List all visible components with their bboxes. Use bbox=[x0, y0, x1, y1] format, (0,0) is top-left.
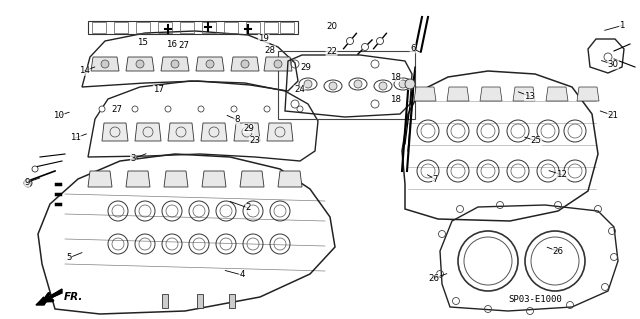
Polygon shape bbox=[513, 87, 535, 101]
Circle shape bbox=[24, 179, 32, 187]
Circle shape bbox=[264, 106, 270, 112]
Bar bbox=[92, 22, 106, 33]
Polygon shape bbox=[264, 57, 292, 71]
Polygon shape bbox=[126, 171, 150, 187]
Polygon shape bbox=[202, 171, 226, 187]
Text: 4: 4 bbox=[239, 271, 244, 279]
Polygon shape bbox=[231, 57, 259, 71]
Polygon shape bbox=[164, 171, 188, 187]
Circle shape bbox=[297, 106, 303, 112]
Polygon shape bbox=[36, 289, 62, 305]
Polygon shape bbox=[577, 87, 599, 101]
Polygon shape bbox=[201, 123, 227, 141]
Circle shape bbox=[171, 60, 179, 68]
Circle shape bbox=[241, 60, 249, 68]
Text: 30: 30 bbox=[607, 60, 619, 69]
Text: 19: 19 bbox=[259, 34, 269, 43]
Polygon shape bbox=[91, 57, 119, 71]
Bar bbox=[224, 22, 238, 33]
Text: 7: 7 bbox=[433, 175, 438, 184]
Polygon shape bbox=[135, 123, 161, 141]
Text: 21: 21 bbox=[607, 111, 619, 120]
Circle shape bbox=[329, 82, 337, 90]
Text: 20: 20 bbox=[326, 22, 337, 31]
Polygon shape bbox=[102, 123, 128, 141]
Bar bbox=[246, 22, 260, 33]
Text: 26: 26 bbox=[552, 247, 564, 256]
Text: 18: 18 bbox=[390, 73, 401, 82]
Text: 23: 23 bbox=[249, 137, 260, 145]
Text: 29: 29 bbox=[243, 124, 253, 133]
Text: 12: 12 bbox=[556, 170, 568, 179]
Text: 18: 18 bbox=[390, 95, 401, 104]
Text: 15: 15 bbox=[136, 38, 148, 47]
Polygon shape bbox=[480, 87, 502, 101]
Circle shape bbox=[405, 79, 415, 89]
Circle shape bbox=[231, 106, 237, 112]
Polygon shape bbox=[278, 171, 302, 187]
Polygon shape bbox=[196, 57, 224, 71]
Text: 27: 27 bbox=[179, 41, 190, 50]
Text: SP03-E1000: SP03-E1000 bbox=[508, 294, 562, 303]
Text: 11: 11 bbox=[70, 133, 81, 142]
Bar bbox=[197, 294, 203, 308]
Text: 25: 25 bbox=[531, 137, 542, 145]
Circle shape bbox=[99, 106, 105, 112]
Circle shape bbox=[206, 60, 214, 68]
Text: 6: 6 bbox=[410, 44, 415, 53]
Polygon shape bbox=[240, 171, 264, 187]
Text: 26: 26 bbox=[428, 274, 440, 283]
Text: 27: 27 bbox=[111, 105, 122, 114]
Text: 8: 8 bbox=[234, 115, 239, 124]
Circle shape bbox=[376, 38, 383, 44]
Text: 9: 9 bbox=[24, 178, 29, 187]
Bar bbox=[158, 22, 172, 33]
Bar bbox=[229, 294, 235, 308]
Text: 13: 13 bbox=[524, 92, 536, 101]
Polygon shape bbox=[126, 57, 154, 71]
Circle shape bbox=[165, 106, 171, 112]
Bar bbox=[162, 294, 168, 308]
Polygon shape bbox=[267, 123, 293, 141]
Circle shape bbox=[132, 106, 138, 112]
Bar bbox=[180, 22, 194, 33]
Circle shape bbox=[101, 60, 109, 68]
Bar bbox=[264, 22, 278, 33]
Polygon shape bbox=[546, 87, 568, 101]
Circle shape bbox=[198, 106, 204, 112]
Polygon shape bbox=[447, 87, 469, 101]
Circle shape bbox=[274, 60, 282, 68]
Text: FR.: FR. bbox=[64, 292, 83, 302]
Circle shape bbox=[354, 80, 362, 88]
Text: 10: 10 bbox=[53, 111, 65, 120]
Text: 22: 22 bbox=[326, 47, 337, 56]
Text: 2: 2 bbox=[246, 204, 251, 212]
Polygon shape bbox=[234, 123, 260, 141]
Circle shape bbox=[379, 82, 387, 90]
Text: 17: 17 bbox=[153, 85, 164, 94]
Text: 14: 14 bbox=[79, 66, 90, 75]
Circle shape bbox=[136, 60, 144, 68]
Circle shape bbox=[32, 166, 38, 172]
Bar bbox=[136, 22, 150, 33]
Circle shape bbox=[346, 38, 353, 44]
Text: 1: 1 bbox=[620, 21, 625, 30]
Text: 24: 24 bbox=[294, 85, 305, 94]
Bar bbox=[202, 22, 216, 33]
Polygon shape bbox=[88, 171, 112, 187]
Polygon shape bbox=[168, 123, 194, 141]
Text: 29: 29 bbox=[301, 63, 311, 72]
Polygon shape bbox=[161, 57, 189, 71]
Text: 16: 16 bbox=[166, 40, 177, 48]
Circle shape bbox=[304, 80, 312, 88]
Text: 3: 3 bbox=[131, 154, 136, 163]
Text: 5: 5 bbox=[67, 253, 72, 262]
Circle shape bbox=[362, 43, 369, 50]
Bar bbox=[88, 21, 298, 34]
Polygon shape bbox=[414, 87, 436, 101]
Bar bbox=[280, 22, 294, 33]
Bar bbox=[114, 22, 128, 33]
Text: 28: 28 bbox=[264, 46, 276, 55]
Circle shape bbox=[399, 80, 407, 88]
